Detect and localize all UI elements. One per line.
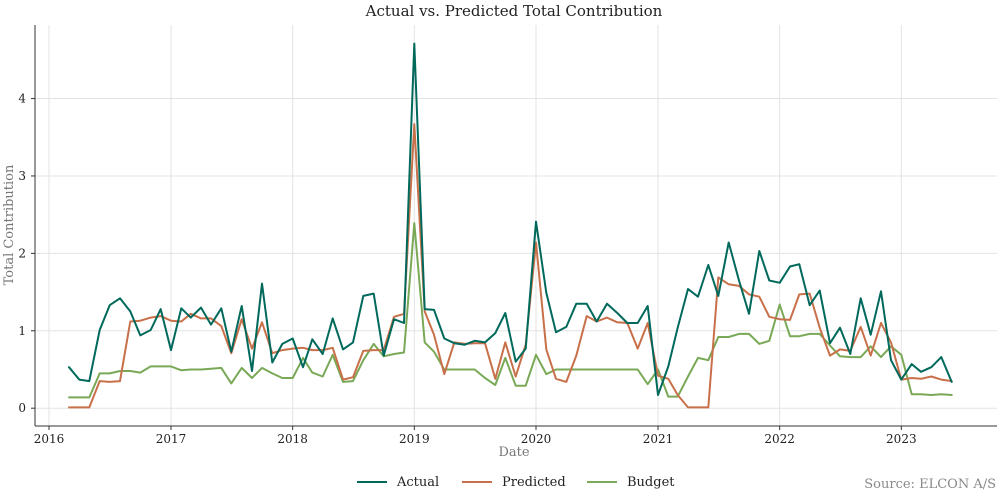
y-axis-label: Total Contribution <box>2 164 17 285</box>
legend-item-budget: Budget <box>587 475 675 490</box>
legend-label: Predicted <box>502 475 566 490</box>
x-tick-label: 2017 <box>156 432 187 446</box>
x-tick-label: 2023 <box>886 432 917 446</box>
x-tick-label: 2021 <box>643 432 674 446</box>
x-tick-label: 2022 <box>764 432 795 446</box>
x-tick-label: 2020 <box>521 432 552 446</box>
legend-label: Actual <box>396 475 439 490</box>
y-tick-label: 2 <box>18 246 26 260</box>
grid <box>35 25 997 426</box>
chart-title: Actual vs. Predicted Total Contribution <box>365 2 663 20</box>
series-lines <box>68 42 953 409</box>
y-tick-label: 1 <box>18 324 26 338</box>
y-tick-label: 4 <box>18 92 26 106</box>
x-axis-label: Date <box>498 445 529 460</box>
y-tick-label: 3 <box>18 169 26 183</box>
tick-labels: 2016 2017 2018 2019 2020 2021 2022 2023 0 1 2 3 4 <box>18 92 916 446</box>
series-line-actual <box>68 42 953 396</box>
legend: Actual Predicted Budget <box>357 475 675 490</box>
source-note: Source: ELCON A/S <box>864 477 996 492</box>
legend-label: Budget <box>627 475 675 490</box>
x-tick-label: 2019 <box>399 432 430 446</box>
legend-item-predicted: Predicted <box>462 475 566 490</box>
x-tick-label: 2016 <box>34 432 65 446</box>
x-tick-label: 2018 <box>277 432 308 446</box>
legend-item-actual: Actual <box>357 475 439 490</box>
y-tick-label: 0 <box>18 401 26 415</box>
series-line-budget <box>68 222 953 399</box>
series-line-predicted <box>68 123 953 409</box>
